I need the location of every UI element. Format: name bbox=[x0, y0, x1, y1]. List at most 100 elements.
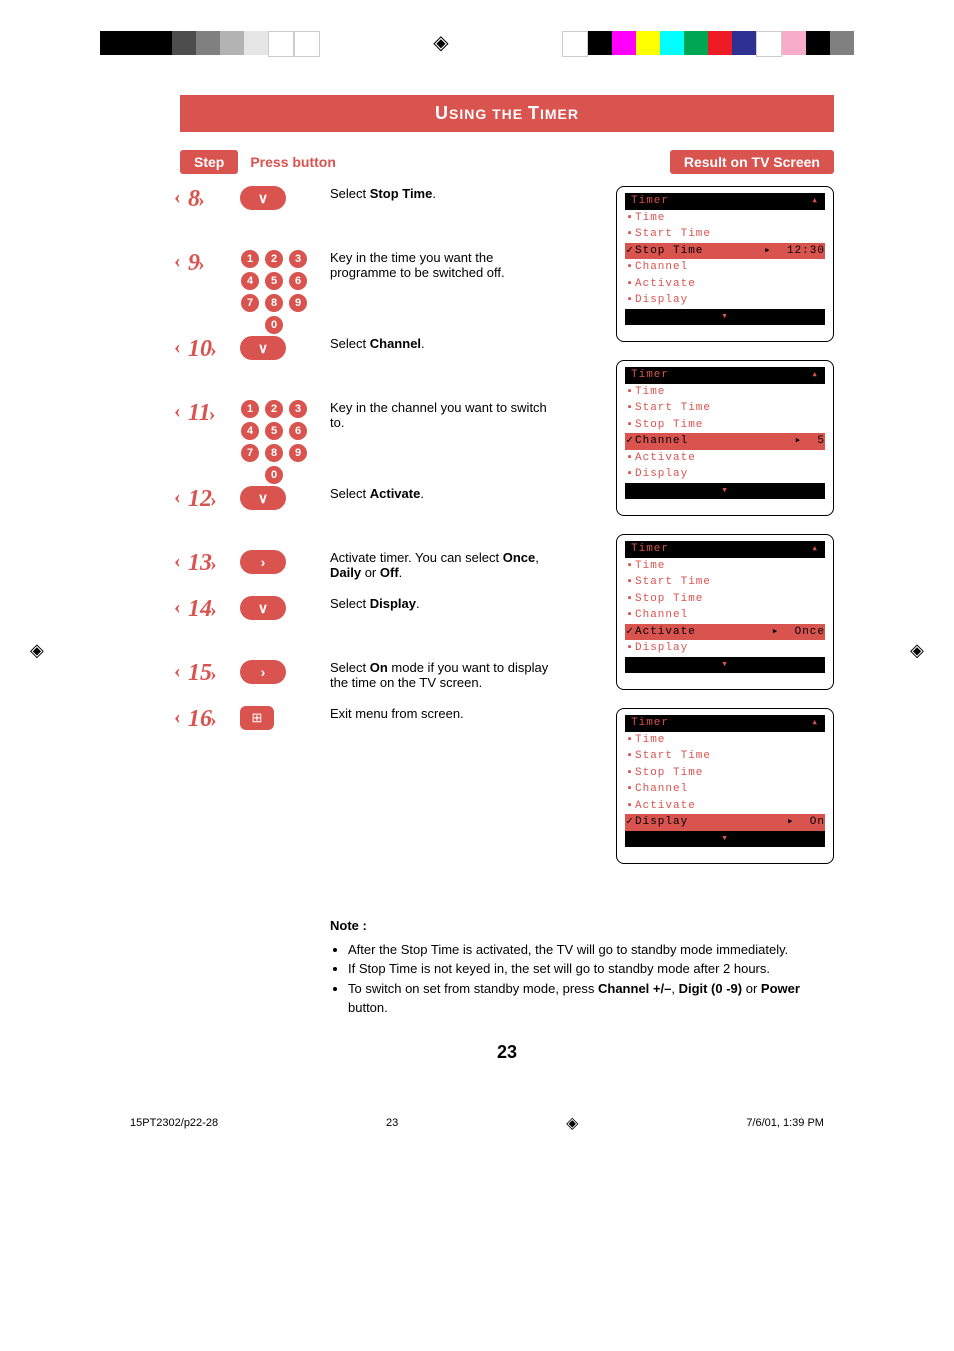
reg-mark-left: ◈ bbox=[30, 640, 44, 661]
down-button-icon: ∨ bbox=[240, 486, 286, 510]
tv-menu-item: ▪Time bbox=[625, 732, 825, 749]
digit-4-icon: 4 bbox=[241, 272, 259, 290]
color-swatch bbox=[636, 31, 660, 55]
color-swatch bbox=[148, 31, 172, 55]
color-swatch bbox=[196, 31, 220, 55]
tv-menu-item: ▪Time bbox=[625, 558, 825, 575]
step-group: 1011∨1234567890Select Channel.Key in the… bbox=[180, 336, 560, 472]
footer-right: 7/6/01, 1:39 PM bbox=[746, 1117, 824, 1129]
tv-menu-item: ✓Channel▸ 5 bbox=[625, 433, 825, 450]
tv-menu-item: ▪Display bbox=[625, 292, 825, 309]
digit-1-icon: 1 bbox=[241, 250, 259, 268]
page-content: USING THE TIMER Step Press button Result… bbox=[0, 55, 954, 1083]
color-swatch bbox=[756, 31, 782, 57]
tv-screen-wrap: Timer▴▪Time▪Start Time▪Stop Time▪Channel… bbox=[616, 534, 834, 690]
digit-6-icon: 6 bbox=[289, 272, 307, 290]
page-number: 23 bbox=[180, 1042, 834, 1063]
color-swatch bbox=[172, 31, 196, 55]
digit-8-icon: 8 bbox=[265, 294, 283, 312]
tv-screen-box: Timer▴▪Time▪Start Time▪Stop Time✓Channel… bbox=[616, 360, 834, 516]
tv-menu-footer: ▾ bbox=[625, 657, 825, 674]
tv-menu-title: Timer▴ bbox=[625, 715, 825, 732]
step-group: 1415∨›Select Display.Select On mode if y… bbox=[180, 596, 560, 692]
tv-menu-item: ▪Time bbox=[625, 384, 825, 401]
button-illustration: › bbox=[240, 550, 330, 582]
color-swatch bbox=[588, 31, 612, 55]
tv-screen-wrap: Timer▴▪Time▪Start Time▪Stop Time▪Channel… bbox=[616, 708, 834, 864]
digit-9-icon: 9 bbox=[289, 294, 307, 312]
step-number: 12 bbox=[180, 486, 240, 518]
down-button-icon: ∨ bbox=[240, 336, 286, 360]
button-illustration: ⊞ bbox=[240, 706, 330, 738]
tv-menu-item: ▪Stop Time bbox=[625, 765, 825, 782]
footer-mid: 23 bbox=[386, 1117, 398, 1129]
digit-7-icon: 7 bbox=[241, 294, 259, 312]
tv-screen-box: Timer▴▪Time▪Start Time▪Stop Time▪Channel… bbox=[616, 708, 834, 864]
tv-menu-footer: ▾ bbox=[625, 309, 825, 326]
color-swatch bbox=[806, 31, 830, 55]
digit-3-icon: 3 bbox=[289, 400, 307, 418]
color-swatch bbox=[294, 31, 320, 57]
button-illustration: 1234567890 bbox=[240, 400, 330, 472]
tv-menu-item: ▪Channel bbox=[625, 259, 825, 276]
digit-2-icon: 2 bbox=[265, 400, 283, 418]
tv-menu-item: ▪Start Time bbox=[625, 400, 825, 417]
press-button-header: Press button bbox=[250, 154, 336, 170]
step-number: 14 bbox=[180, 596, 240, 628]
tv-menu-item: ▪Activate bbox=[625, 276, 825, 293]
color-swatch bbox=[830, 31, 854, 55]
tv-screen-box: Timer▴▪Time▪Start Time▪Stop Time▪Channel… bbox=[616, 534, 834, 690]
reg-mark-bottom: ◈ bbox=[566, 1113, 578, 1133]
step-number: 8 bbox=[180, 186, 240, 218]
tv-screen-wrap: Timer▴▪Time▪Start Time✓Stop Time▸ 12:30▪… bbox=[616, 186, 834, 342]
step-description: Select On mode if you want to display th… bbox=[330, 660, 560, 692]
right-button-icon: › bbox=[240, 660, 286, 684]
button-illustration: ∨ bbox=[240, 596, 330, 628]
step-number: 9 bbox=[180, 250, 240, 322]
tv-menu-item: ▪Display bbox=[625, 466, 825, 483]
tv-menu-item: ▪Start Time bbox=[625, 574, 825, 591]
tv-menu-item: ✓Stop Time▸ 12:30 bbox=[625, 243, 825, 260]
step-header-pill: Step bbox=[180, 150, 238, 174]
color-swatch bbox=[612, 31, 636, 55]
step-number: 16 bbox=[180, 706, 240, 738]
tv-menu-item: ✓Display▸ On bbox=[625, 814, 825, 831]
color-swatch bbox=[684, 31, 708, 55]
color-swatch bbox=[220, 31, 244, 55]
digit-2-icon: 2 bbox=[265, 250, 283, 268]
tv-menu-item: ▪Stop Time bbox=[625, 591, 825, 608]
color-swatch bbox=[708, 31, 732, 55]
button-illustration: ∨ bbox=[240, 336, 330, 368]
color-swatch bbox=[100, 31, 124, 55]
color-swatch bbox=[244, 31, 268, 55]
note-bullet: After the Stop Time is activated, the TV… bbox=[348, 940, 834, 960]
tv-menu-item: ▪Display bbox=[625, 640, 825, 657]
digit-1-icon: 1 bbox=[241, 400, 259, 418]
step-number: 15 bbox=[180, 660, 240, 692]
tv-menu-item: ▪Activate bbox=[625, 798, 825, 815]
color-swatch bbox=[732, 31, 756, 55]
button-illustration: ∨ bbox=[240, 486, 330, 518]
tv-menu-item: ▪Stop Time bbox=[625, 417, 825, 434]
note-section: Note : After the Stop Time is activated,… bbox=[330, 916, 834, 1018]
reg-mark-top: ◈ bbox=[433, 30, 448, 55]
step-description: Select Activate. bbox=[330, 486, 560, 518]
color-swatch bbox=[268, 31, 294, 57]
tv-menu-item: ▪Channel bbox=[625, 781, 825, 798]
step-description: Select Channel. bbox=[330, 336, 560, 368]
step-number: 13 bbox=[180, 550, 240, 582]
tv-menu-footer: ▾ bbox=[625, 483, 825, 500]
step-number: 11 bbox=[180, 400, 240, 472]
digit-pad-icon: 1234567890 bbox=[240, 400, 330, 484]
footer-left: 15PT2302/p22-28 bbox=[130, 1117, 218, 1129]
tv-menu-item: ▪Time bbox=[625, 210, 825, 227]
tv-menu-footer: ▾ bbox=[625, 831, 825, 848]
step-description: Key in the channel you want to switch to… bbox=[330, 400, 560, 472]
menu-exit-button-icon: ⊞ bbox=[240, 706, 274, 730]
reg-mark-right: ◈ bbox=[910, 640, 924, 661]
right-button-icon: › bbox=[240, 550, 286, 574]
step-group: 1213∨›Select Activate.Activate timer. Yo… bbox=[180, 486, 560, 582]
step-description: Select Stop Time. bbox=[330, 186, 560, 218]
down-button-icon: ∨ bbox=[240, 596, 286, 620]
tv-menu-title: Timer▴ bbox=[625, 193, 825, 210]
